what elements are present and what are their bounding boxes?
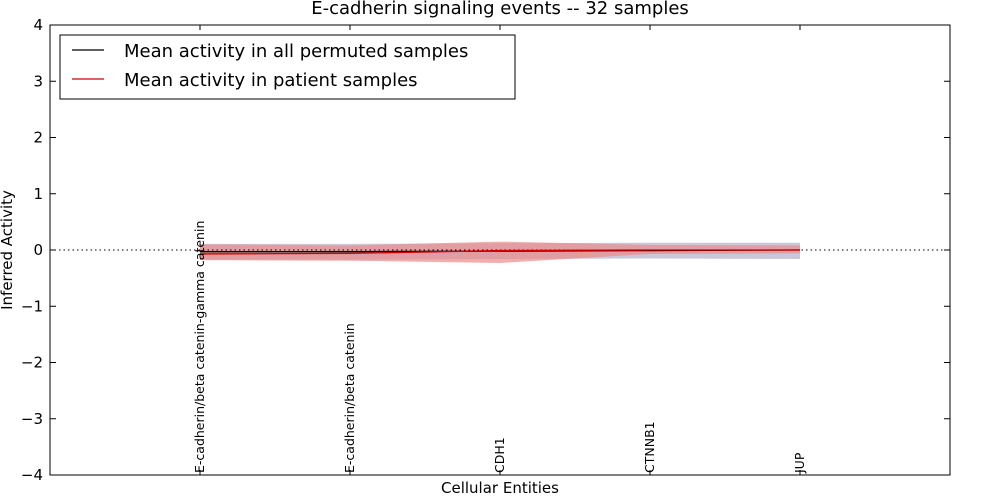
y-tick-label: 0 xyxy=(33,241,43,259)
entity-label: JUP xyxy=(792,452,807,474)
legend-label-permuted: Mean activity in all permuted samples xyxy=(124,41,468,62)
series-lines xyxy=(199,249,801,255)
entity-label: E-cadherin/beta catenin xyxy=(342,323,357,473)
patient-mean-line xyxy=(199,249,800,255)
x-axis-entity-labels: E-cadherin/beta catenin-gamma catenin E-c… xyxy=(192,25,807,475)
x-axis-label: Cellular Entities xyxy=(441,479,559,497)
y-axis-ticks: 4 3 2 1 0 −1 −2 −3 −4 xyxy=(21,16,950,484)
patient-band xyxy=(200,241,800,263)
y-axis-label: Inferred Activity xyxy=(0,190,16,310)
y-tick-label: −2 xyxy=(21,354,43,372)
y-tick-label: −4 xyxy=(21,466,43,484)
entity-label: CDH1 xyxy=(492,437,507,473)
legend: Mean activity in all permuted samples Me… xyxy=(59,34,516,100)
y-tick-label: −3 xyxy=(21,410,43,428)
y-tick-label: −1 xyxy=(21,297,43,315)
y-tick-label: 1 xyxy=(33,185,43,203)
entity-label: CTNNB1 xyxy=(642,421,657,473)
y-tick-label: 3 xyxy=(33,72,43,90)
legend-box xyxy=(59,34,516,100)
legend-label-patient: Mean activity in patient samples xyxy=(124,70,418,91)
entity-label: E-cadherin/beta catenin-gamma catenin xyxy=(192,221,207,473)
y-tick-label: 2 xyxy=(33,129,43,147)
chart-title: E-cadherin signaling events -- 32 sample… xyxy=(311,0,689,19)
y-tick-label: 4 xyxy=(33,16,43,34)
